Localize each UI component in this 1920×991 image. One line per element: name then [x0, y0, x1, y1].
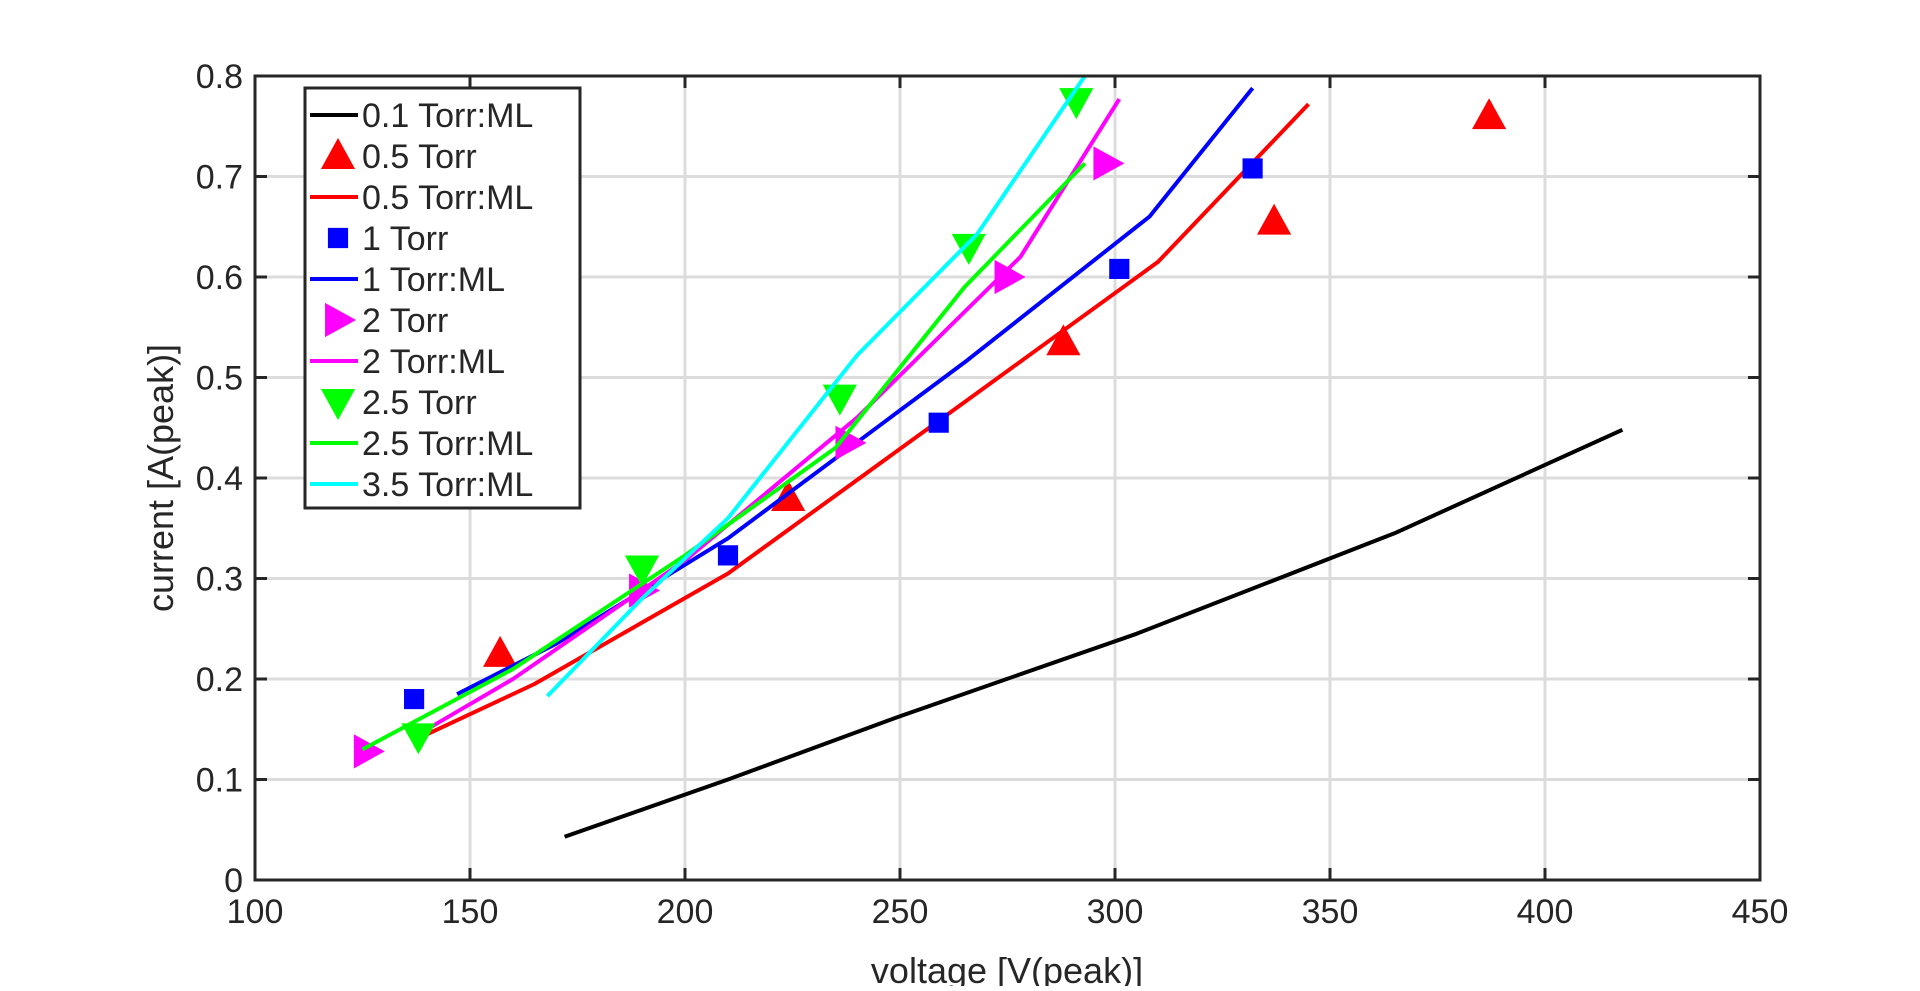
series-line [545, 74, 1087, 698]
y-tick-label: 0.8 [196, 58, 243, 96]
series-line [361, 162, 1087, 752]
data-point [1472, 98, 1507, 130]
y-tick-label: 0.6 [196, 259, 243, 297]
y-tick-label: 0.4 [196, 460, 243, 498]
data-point [404, 689, 425, 710]
legend-label: 2 Torr:ML [362, 343, 505, 381]
legend-item: 0.5 Torr:ML [310, 179, 533, 217]
legend-item: 2 Torr:ML [310, 343, 505, 381]
data-point [717, 545, 739, 566]
series-3-5-torr-ml [545, 74, 1087, 698]
series-2-5-torr-ml [361, 162, 1087, 752]
legend-label: 3.5 Torr:ML [362, 466, 533, 504]
x-tick-label: 200 [657, 893, 714, 931]
legend-label: 2 Torr [362, 302, 448, 340]
series-0-5-torr-ml [426, 102, 1310, 737]
y-tick-label: 0 [224, 862, 243, 900]
data-point [1093, 146, 1125, 181]
legend-marker-swatch [327, 227, 349, 249]
data-point [624, 555, 660, 587]
y-axis-label: current [A(peak)] [140, 344, 181, 612]
legend-label: 1 Torr [362, 220, 448, 258]
data-point [951, 233, 986, 265]
series-0-1-torr-ml [563, 427, 1624, 839]
series-line [426, 102, 1310, 737]
legend-marker-swatch [320, 138, 356, 169]
legend-item: 2.5 Torr [320, 384, 477, 422]
legend-item: 1 Torr:ML [310, 261, 505, 299]
data-point [401, 723, 436, 755]
data-point [483, 635, 518, 667]
legend-label: 0.5 Torr:ML [362, 179, 533, 217]
data-point [994, 259, 1026, 295]
y-tick-label: 0.1 [196, 762, 243, 800]
y-tick-label: 0.3 [196, 561, 243, 599]
series-2-torr-ml [417, 98, 1121, 737]
data-point [353, 734, 385, 769]
data-point [1257, 203, 1292, 235]
x-tick-label: 250 [872, 893, 929, 931]
legend-item: 1 Torr [327, 220, 448, 258]
data-point [1242, 158, 1263, 179]
legend-item: 0.1 Torr:ML [310, 97, 533, 135]
legend-label: 2.5 Torr [362, 384, 477, 422]
data-point [835, 425, 867, 460]
data-point [1046, 324, 1081, 356]
data-point [1059, 88, 1094, 120]
x-tick-label: 450 [1732, 893, 1789, 931]
series-layer [353, 74, 1624, 839]
x-tick-label: 100 [227, 893, 284, 931]
legend-item: 2 Torr [325, 302, 448, 340]
x-axis-label: voltage [V(peak)] [871, 950, 1143, 986]
series-2-5-torr [401, 88, 1094, 755]
legend-item: 2.5 Torr:ML [310, 425, 533, 463]
x-tick-label: 350 [1302, 893, 1359, 931]
grid-layer [255, 76, 1760, 880]
series-line [563, 427, 1624, 839]
legend-label: 1 Torr:ML [362, 261, 505, 299]
legend-item: 3.5 Torr:ML [310, 466, 533, 504]
y-tick-label: 0.7 [196, 159, 243, 197]
data-point [1109, 258, 1130, 280]
data-point [822, 384, 857, 416]
legend-marker-swatch [325, 302, 356, 338]
x-tick-label: 400 [1517, 893, 1574, 931]
y-tick-label: 0.5 [196, 360, 243, 398]
legend-label: 2.5 Torr:ML [362, 425, 533, 463]
data-point [928, 412, 949, 433]
series-1-torr [404, 158, 1263, 710]
legend-label: 0.5 Torr [362, 138, 477, 176]
legend-item: 0.5 Torr [320, 138, 477, 176]
legend-label: 0.1 Torr:ML [362, 97, 533, 135]
y-tick-label: 0.2 [196, 661, 243, 699]
series-line [417, 98, 1121, 737]
x-tick-label: 150 [442, 893, 499, 931]
tick-layer: 100 150 200 250 300 350 400 450 0 0.1 0.2 0.3 0.4 0.5… [196, 58, 1789, 931]
legend-box [303, 86, 582, 510]
legend-marker-swatch [320, 389, 356, 420]
x-tick-label: 300 [1087, 893, 1144, 931]
